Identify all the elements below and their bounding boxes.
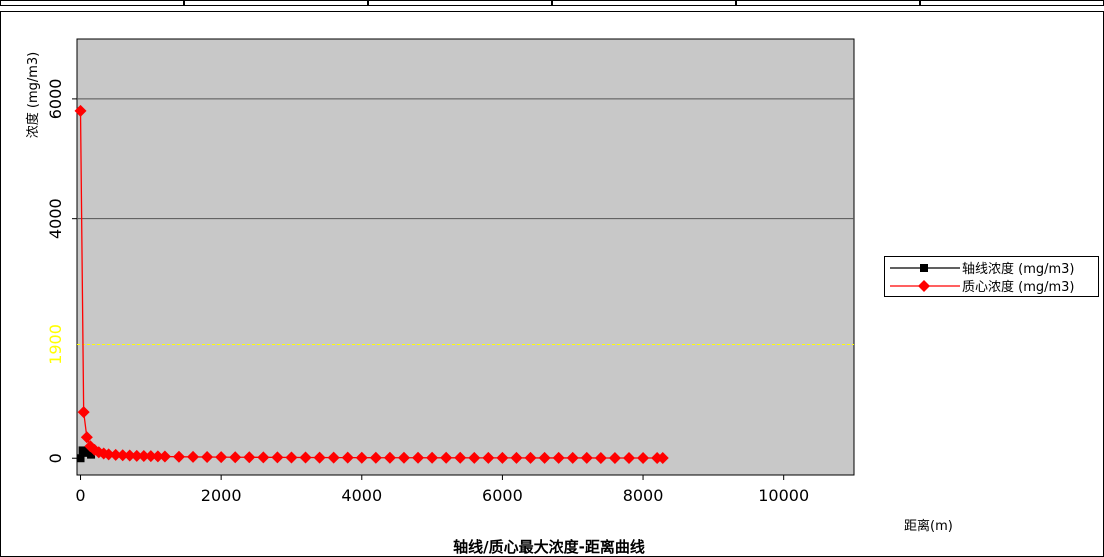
data-point [80, 431, 93, 444]
data-point [580, 451, 593, 464]
data-point [637, 451, 650, 464]
data-point [299, 451, 312, 464]
data-point [622, 451, 635, 464]
data-point [482, 451, 495, 464]
data-point [158, 450, 171, 463]
data-point [552, 451, 565, 464]
table-cell [552, 0, 736, 6]
legend: 轴线浓度 (mg/m3) 质心浓度 (mg/m3) [884, 256, 1099, 297]
x-tick-label: 8000 [623, 486, 664, 505]
table-cell [736, 0, 920, 6]
data-point [327, 451, 340, 464]
y-tick-label: 0 [46, 453, 65, 463]
y-axis-label: 浓度 (mg/m3) [25, 52, 41, 139]
threshold-layer: 1900 [46, 324, 854, 365]
legend-box [884, 256, 1099, 297]
data-point [397, 451, 410, 464]
data-point [285, 451, 298, 464]
threshold-label: 1900 [46, 324, 65, 365]
data-point [496, 451, 509, 464]
data-point [109, 448, 122, 461]
data-point [468, 451, 481, 464]
x-tick-label: 10000 [758, 486, 809, 505]
series-layer [74, 104, 669, 464]
legend-marker-axis [920, 264, 928, 272]
x-tick-label: 2000 [201, 486, 242, 505]
chart-title: 轴线/质心最大浓度-距离曲线 [453, 538, 645, 556]
data-point [313, 451, 326, 464]
y-tick-label: 6000 [46, 79, 65, 120]
x-axis-label: 距离(m) [904, 518, 953, 534]
data-point [412, 451, 425, 464]
data-point [76, 454, 85, 463]
x-tick-label: 0 [75, 486, 85, 505]
data-point [130, 449, 143, 462]
data-point [355, 451, 368, 464]
table-cell [0, 0, 184, 6]
data-point [87, 450, 96, 459]
data-point [116, 449, 129, 462]
data-point [656, 451, 669, 464]
data-point [440, 451, 453, 464]
table-cell [368, 0, 552, 6]
data-point [341, 451, 354, 464]
x-tick-label: 4000 [341, 486, 382, 505]
data-point [74, 104, 87, 117]
data-point [229, 451, 242, 464]
legend-label-centroid: 质心浓度 (mg/m3) [962, 279, 1075, 295]
data-point [137, 449, 150, 462]
data-point [257, 451, 270, 464]
plot-area [76, 38, 855, 476]
data-point [608, 451, 621, 464]
x-tick-label: 6000 [482, 486, 523, 505]
data-point [271, 451, 284, 464]
data-point [594, 451, 607, 464]
data-point [369, 451, 382, 464]
data-point [510, 451, 523, 464]
data-point [538, 451, 551, 464]
axes-layer: 0 2000 4000 6000 8000 10000 0 4000 6000 [46, 79, 809, 505]
data-point [77, 406, 90, 419]
data-point [172, 450, 185, 463]
table-header-strip [0, 0, 1104, 6]
data-point [123, 449, 136, 462]
data-point [426, 451, 439, 464]
data-point [201, 451, 214, 464]
legend-label-axis: 轴线浓度 (mg/m3) [962, 261, 1075, 277]
y-tick-label: 4000 [46, 198, 65, 239]
table-cell [184, 0, 368, 6]
data-point [151, 450, 164, 463]
data-point [383, 451, 396, 464]
data-point [187, 450, 200, 463]
data-point [144, 450, 157, 463]
data-point [566, 451, 579, 464]
grid-layer [77, 98, 854, 220]
legend-marker-centroid [918, 280, 930, 292]
data-point [454, 451, 467, 464]
data-point [524, 451, 537, 464]
data-point [243, 451, 256, 464]
data-point [102, 448, 115, 461]
data-point [215, 451, 228, 464]
